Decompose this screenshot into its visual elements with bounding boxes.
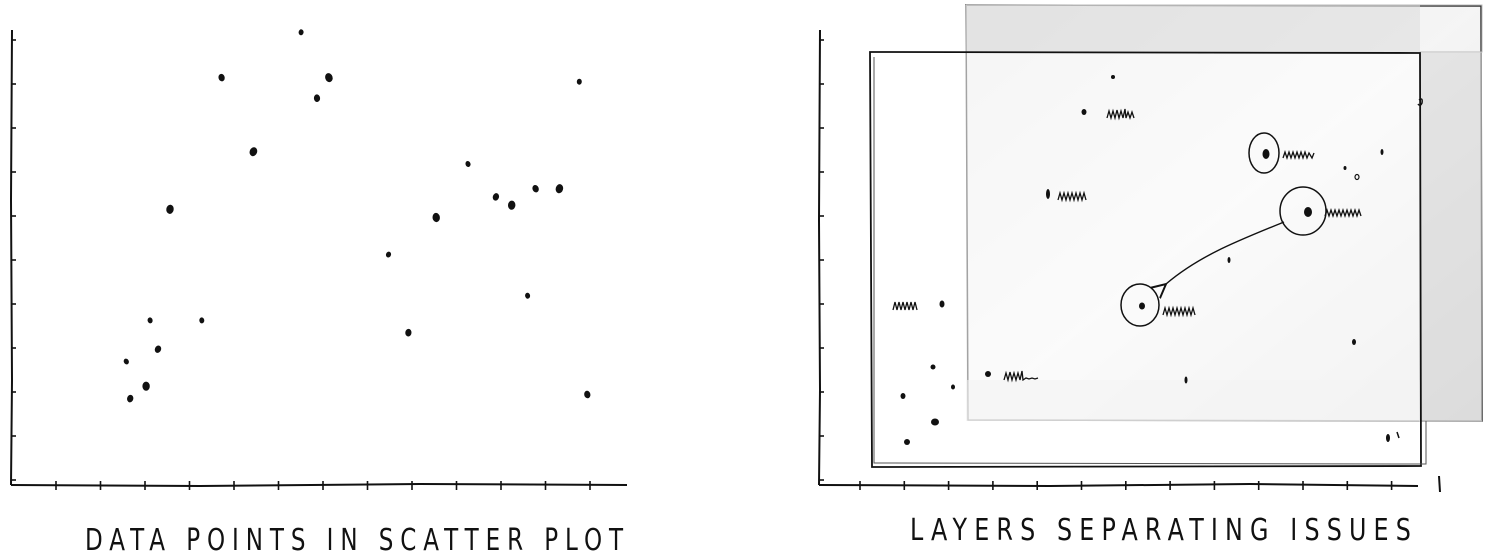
right-point <box>900 393 906 399</box>
scribble-labels <box>892 108 1362 383</box>
right-point <box>930 364 936 370</box>
left-data-point <box>325 73 333 83</box>
right-point <box>904 439 910 445</box>
left-data-points <box>123 29 591 403</box>
left-data-point <box>525 292 531 299</box>
front-layer-outline-inner <box>873 57 1427 465</box>
front-layer-fill <box>870 52 1420 467</box>
left-data-point <box>218 73 225 82</box>
right-point <box>1354 173 1360 181</box>
right-point <box>1352 339 1356 345</box>
circled-point <box>1262 149 1270 159</box>
circled-point <box>1304 207 1312 217</box>
left-data-point <box>465 161 471 167</box>
right-point <box>1227 257 1231 263</box>
circled-point-ring <box>1279 186 1327 236</box>
right-point <box>951 384 955 390</box>
left-data-point <box>385 251 392 258</box>
left-data-point <box>154 345 162 353</box>
right-point <box>1343 166 1347 170</box>
right-x-axis-end-mark <box>1438 475 1441 493</box>
right-point <box>1046 189 1050 199</box>
scribble-label <box>1106 108 1135 121</box>
left-data-point <box>249 147 258 157</box>
left-caption: DATA POINTS IN SCATTER PLOT <box>85 523 630 556</box>
left-x-ticks <box>55 481 591 490</box>
right-caption: LAYERS SEPARATING ISSUES <box>910 513 1418 548</box>
left-data-point <box>507 200 516 210</box>
right-point <box>985 371 991 377</box>
left-data-point <box>313 94 321 102</box>
left-data-point <box>555 184 564 194</box>
circled-point-ring <box>1120 283 1160 327</box>
back-layer-right-shadow <box>1420 52 1482 421</box>
right-x-axis <box>818 482 1419 488</box>
front-layer-outline <box>869 51 1422 468</box>
right-point <box>939 300 945 308</box>
left-data-point <box>166 204 174 214</box>
scribble-label <box>1003 370 1039 383</box>
left-data-point <box>492 193 500 201</box>
right-point <box>1380 149 1384 155</box>
right-point <box>1184 376 1188 384</box>
right-margin-mark <box>1417 98 1423 107</box>
left-data-point <box>432 212 440 223</box>
left-data-point <box>584 390 591 399</box>
right-point <box>931 418 939 426</box>
scribble-label <box>1162 305 1196 318</box>
scribble-label <box>1324 207 1362 219</box>
scribble-label <box>1282 149 1315 161</box>
right-x-ticks <box>859 481 1393 490</box>
right-point <box>1111 75 1115 79</box>
right-point <box>1386 434 1390 442</box>
right-margin-mark <box>1396 431 1400 439</box>
left-data-point <box>142 381 150 391</box>
left-data-point <box>199 317 205 324</box>
left-x-axis <box>10 482 628 488</box>
back-layer-top-shadow <box>966 5 1420 52</box>
left-data-point <box>123 358 129 365</box>
relocation-arrow <box>1166 221 1285 284</box>
front-layer <box>869 51 1427 468</box>
left-data-point <box>127 394 134 403</box>
circled-point <box>1139 302 1145 310</box>
left-data-point <box>532 184 539 193</box>
right-y-axis <box>817 29 822 486</box>
scribble-label <box>892 301 918 311</box>
right-layered-plot: LAYERS SEPARATING ISSUES <box>817 4 1483 548</box>
left-y-ticks <box>11 39 16 481</box>
scribble-label <box>1057 190 1087 203</box>
right-y-ticks <box>819 39 824 481</box>
left-data-point <box>298 29 304 36</box>
left-scatter-plot: DATA POINTS IN SCATTER PLOT <box>9 29 630 556</box>
left-data-point <box>576 78 582 85</box>
circled-point-ring <box>1248 132 1280 174</box>
right-data-points <box>900 75 1423 445</box>
right-point <box>1081 109 1087 115</box>
left-y-axis <box>9 29 14 486</box>
left-data-point <box>405 328 412 337</box>
highlight-circles <box>1120 132 1327 327</box>
left-data-point <box>147 317 153 324</box>
